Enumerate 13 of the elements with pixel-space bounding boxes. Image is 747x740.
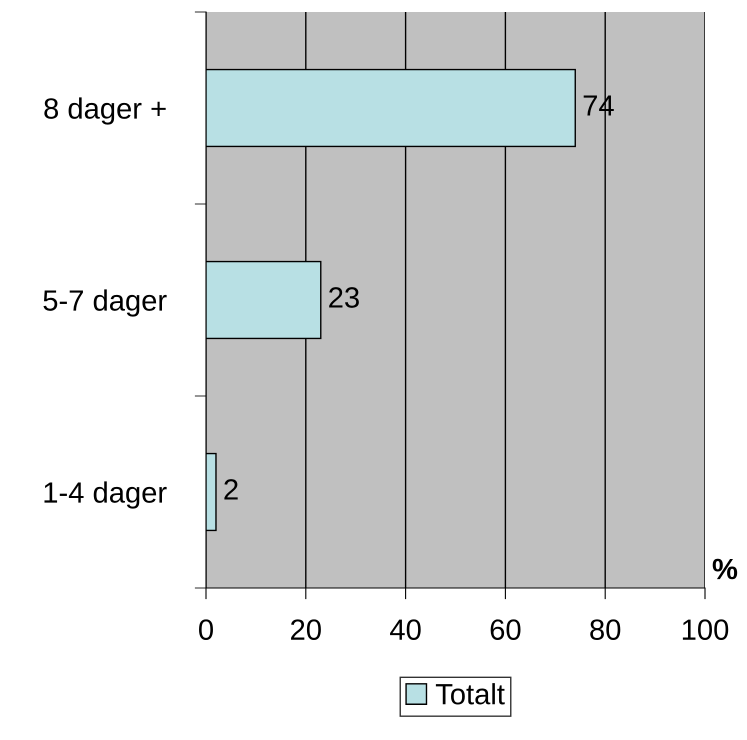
legend-label: Totalt <box>436 683 505 705</box>
y-tick-label: 5-7 dager <box>43 289 167 317</box>
x-tick-label: 0 <box>199 619 213 640</box>
x-tick-label: 60 <box>490 619 520 640</box>
y-tick-label: 1-4 dager <box>44 481 167 509</box>
x-tick-label: 80 <box>590 619 620 640</box>
data-label: 23 <box>329 287 359 308</box>
x-tick-label: 20 <box>291 619 321 640</box>
x-axis-title: % <box>712 558 738 580</box>
x-tick-label: 100 <box>682 619 728 640</box>
y-tick-label: 8 dager + <box>44 97 166 125</box>
data-label: 2 <box>224 479 238 500</box>
x-tick-label: 40 <box>390 619 421 640</box>
